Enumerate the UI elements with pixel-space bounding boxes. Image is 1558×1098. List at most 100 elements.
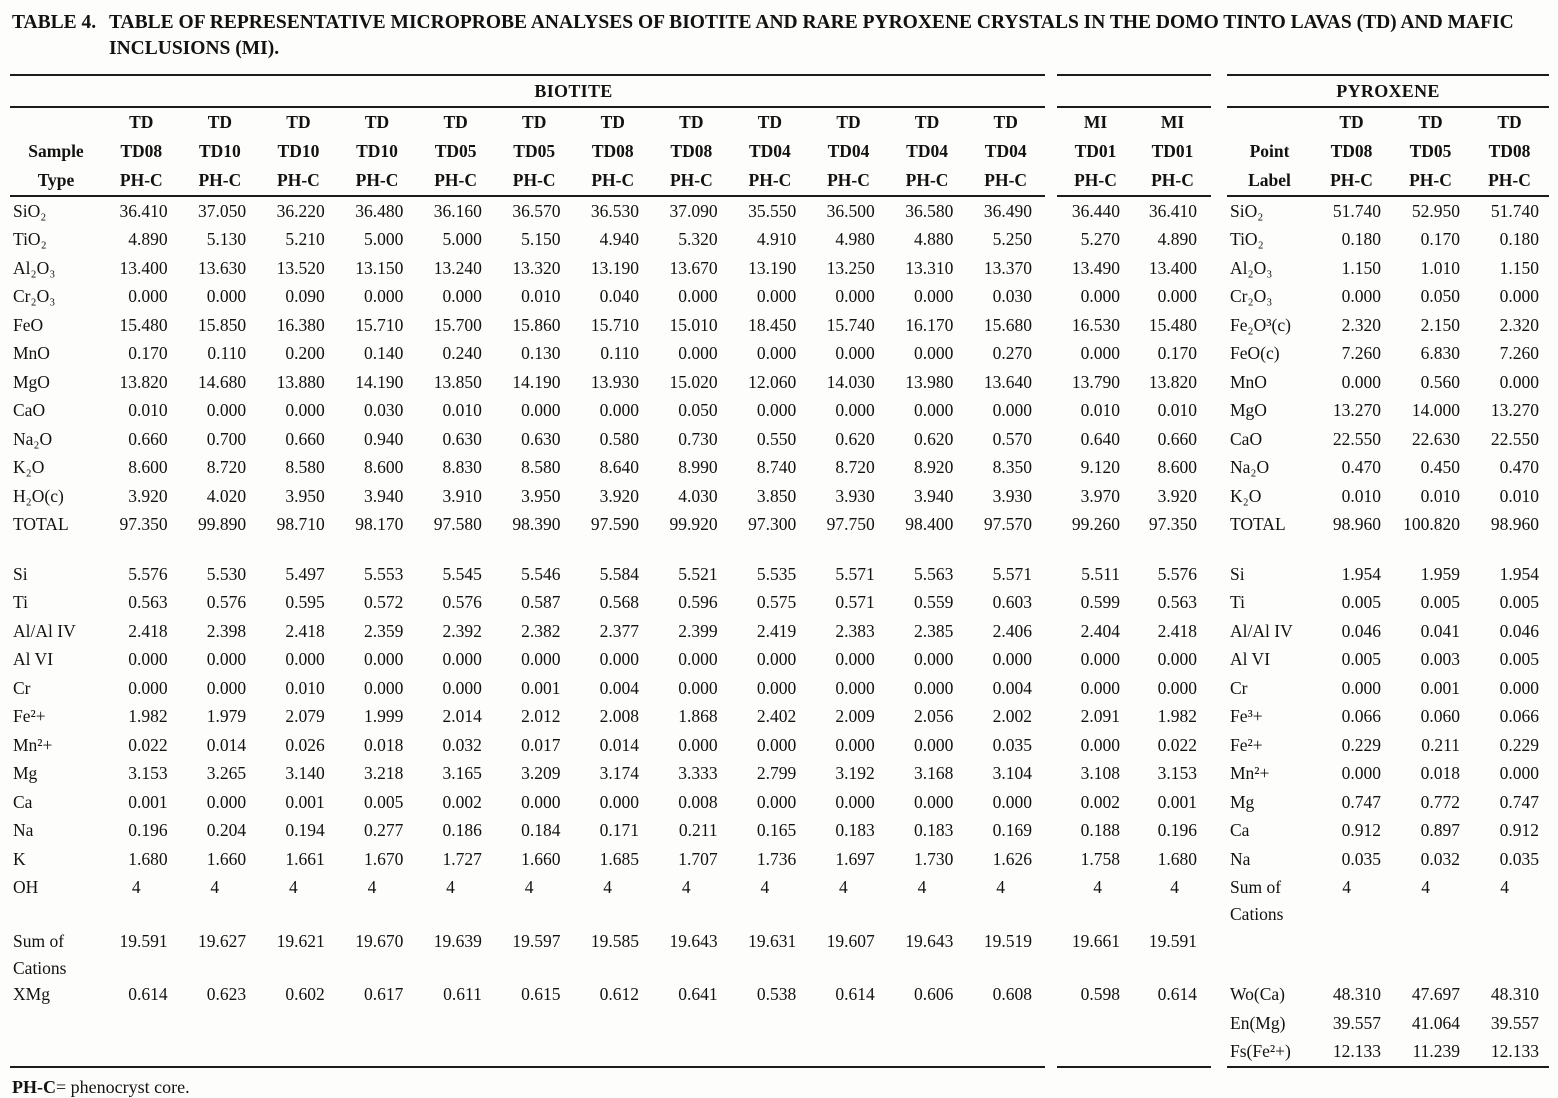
table-row: XMg 0.614 0.623 0.602 0.617 0.611 0.615 0.612 0.… [10,981,1045,1010]
value-cell: 13.270 [1332,400,1381,421]
table-row: Mn²+ 0.000 0.018 0.000 [1227,760,1549,789]
value-cell [416,1038,495,1068]
value-cell: 2.406 [992,620,1032,641]
table-row: K 1.680 1.660 1.661 1.670 1.727 1.660 1.685 1.70… [10,845,1045,874]
table-row: Fe³+ 0.066 0.060 0.066 [1227,703,1549,732]
value-cell [731,902,810,927]
value-cell: 0.000 [678,286,718,307]
value-cell: 52.950 [1411,200,1460,221]
value-cell: 0.000 [756,286,797,307]
row-label: Fe²+ [13,706,46,727]
value-cell: 5.521 [678,563,718,584]
value-cell: 2.012 [521,706,561,727]
value-cell [1391,902,1470,927]
header-row: Point TD08 TD05 TD08 [1227,137,1549,166]
table-row: Na 0.196 0.204 0.194 0.277 0.186 0.184 0.171 0.2… [10,817,1045,846]
table-row: 19.661 19.591 [1057,927,1211,956]
value-cell: 0.211 [1421,734,1460,755]
table-row: Wo(Ca) 48.310 47.697 48.310 [1227,981,1549,1010]
column-header: TD [129,112,154,132]
table-row: OH 4 4 4 4 4 4 4 4 4 4 4 4 [10,874,1045,903]
value-cell: 4 [760,877,770,898]
value-cell [416,956,495,981]
table-row: FeO 15.480 15.850 16.380 15.710 15.700 15.860 1… [10,311,1045,340]
value-cell: 0.010 [1420,485,1460,506]
value-cell: 0.000 [363,286,404,307]
value-cell: 0.608 [992,984,1032,1005]
value-cell: 0.000 [1157,649,1197,670]
row-label: TiO₂ [1230,229,1264,250]
value-cell: 15.850 [198,314,247,335]
table-row: 0.000 0.000 [1057,283,1211,312]
value-cell: 4 [1342,877,1351,898]
value-cell: 0.000 [599,400,640,421]
value-cell: 19.627 [198,930,247,951]
row-label: MnO [1230,371,1267,392]
value-cell: 0.000 [913,734,954,755]
value-cell: 4 [1500,877,1509,898]
table-row: 0.188 0.196 [1057,817,1211,846]
value-cell: 5.511 [1081,563,1120,584]
header-row-label [10,108,102,137]
table-row: Al VI 0.000 0.000 0.000 0.000 0.000 0.000 0.000… [10,646,1045,675]
pyroxene-table-head: TD TD TD Point TD08 TD05 TD08 Label PH-C PH-C PH-C [1227,108,1549,197]
value-cell: 0.614 [835,984,875,1005]
value-cell: 14.190 [512,371,561,392]
value-cell: 2.382 [521,620,561,641]
value-cell: 0.001 [1420,677,1460,698]
value-cell [966,1038,1045,1068]
row-label: Na₂O [1230,457,1270,478]
value-cell: 0.595 [285,592,325,613]
value-cell: 0.050 [678,400,718,421]
value-cell: 8.740 [756,457,797,478]
value-cell: 1.010 [1420,257,1460,278]
value-cell: 0.630 [442,428,482,449]
table-row: 5.270 4.890 [1057,226,1211,255]
column-header: TD10 [198,141,241,161]
row-label: Fe³+ [1230,706,1263,727]
value-cell: 0.000 [913,343,954,364]
value-cell: 15.710 [355,314,404,335]
row-label: SiO₂ [13,200,47,221]
value-cell: 8.580 [285,457,325,478]
value-cell: 3.192 [835,763,875,784]
table-row: 0.599 0.563 [1057,589,1211,618]
value-cell: 0.000 [835,734,875,755]
value-cell: 5.576 [1157,563,1197,584]
table-row [1057,1009,1211,1038]
value-cell: 4.030 [678,485,718,506]
value-cell: 37.090 [669,200,718,221]
table-row: Ti 0.563 0.576 0.595 0.572 0.576 0.587 0.568 0.5… [10,589,1045,618]
value-cell: 3.940 [913,485,954,506]
value-cell: 2.377 [599,620,640,641]
value-cell: 4.890 [1157,229,1197,250]
value-cell: 36.160 [433,200,482,221]
value-cell: 4 [996,877,1005,898]
row-label: CaO [13,400,46,421]
value-cell: 0.183 [835,820,875,841]
value-cell: 16.170 [905,314,954,335]
value-cell: 0.000 [913,791,954,812]
value-cell: 2.799 [756,763,797,784]
value-cell: 13.250 [826,257,875,278]
value-cell [1134,956,1211,981]
value-cell: 0.000 [835,649,875,670]
biotite-table-head: TD TD TD TD TD TD TD TD TD TD TD TD Sample TD08 TD10 TD… [10,108,1045,197]
value-cell [181,902,260,927]
value-cell: 7.260 [1341,343,1381,364]
table-row: Cr 0.000 0.000 0.010 0.000 0.000 0.001 0.004 0.0… [10,674,1045,703]
value-cell: 0.010 [1080,400,1120,421]
value-cell [259,1038,338,1068]
value-cell [966,1009,1045,1038]
value-cell: 3.920 [128,485,168,506]
value-cell: 36.410 [119,200,168,221]
value-cell: 37.050 [198,200,247,221]
value-cell: 0.000 [1157,286,1197,307]
value-cell [181,956,260,981]
value-cell: 5.000 [442,229,482,250]
header-row-label: Sample [28,141,84,161]
value-cell: 0.000 [835,400,875,421]
value-cell: 1.982 [1157,706,1197,727]
value-cell: 0.010 [128,400,168,421]
value-cell: 5.535 [756,563,797,584]
